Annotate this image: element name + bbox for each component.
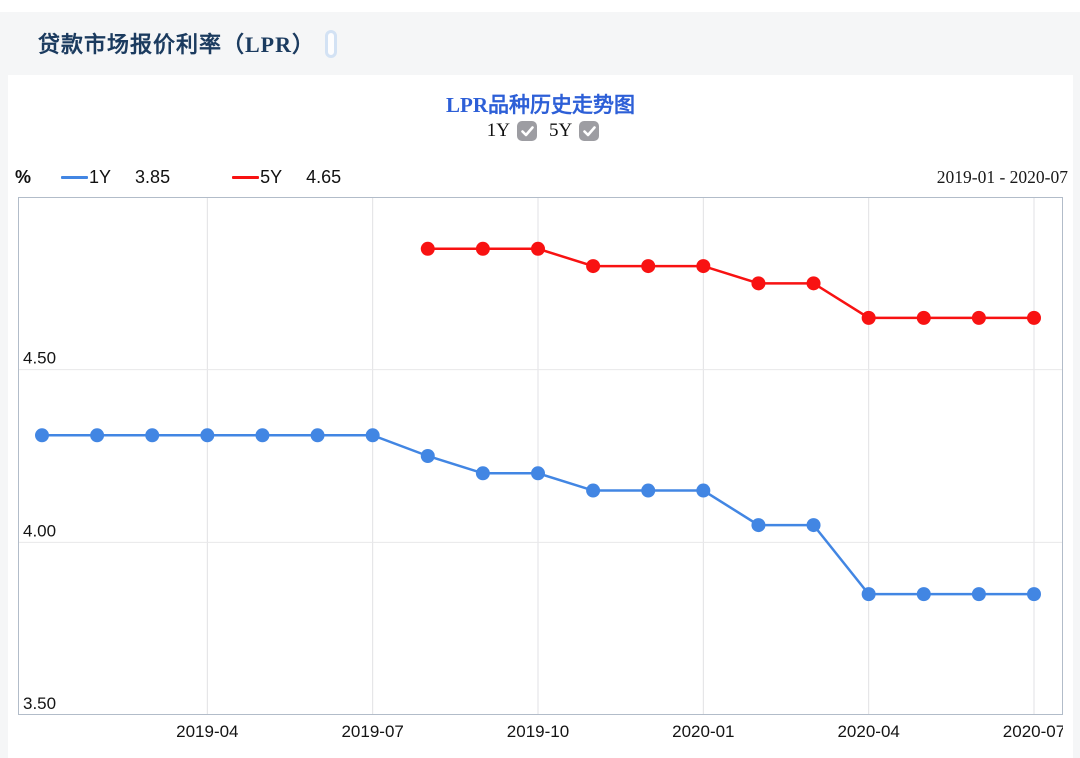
svg-text:2020-01: 2020-01 [672, 722, 734, 741]
legend-item-1y[interactable]: 1Y 3.85 [61, 167, 170, 188]
toggle-checkbox-1y[interactable] [517, 121, 537, 141]
legend-name-5y: 5Y [260, 167, 283, 187]
toggle-label-1y: 1Y [486, 120, 510, 141]
svg-text:2020-07: 2020-07 [1003, 722, 1063, 741]
svg-text:3.50: 3.50 [23, 694, 56, 713]
checkmark-icon [582, 125, 596, 136]
tooltip-badge-icon[interactable] [325, 30, 338, 58]
svg-text:4.00: 4.00 [23, 521, 56, 540]
lpr-chart-svg: 2019-04 2019-07 2019-10 2020-01 2020-04 2020-… [18, 197, 1063, 741]
legend-value-1y: 3.85 [135, 167, 171, 187]
svg-text:2020-04: 2020-04 [837, 722, 899, 741]
toggle-label-5y: 5Y [549, 120, 573, 141]
legend-row: % 1Y 3.85 5Y 4.65 2019-01 - 2020-07 [15, 167, 1071, 188]
series-toggle-row: 1Y 5Y [8, 120, 1073, 142]
legend-name-1y: 1Y [89, 167, 112, 187]
chart-title: LPR品种历史走势图 [446, 93, 635, 117]
page-header: 贷款市场报价利率（LPR） [38, 27, 338, 59]
checkmark-icon [520, 125, 534, 136]
svg-text:2019-10: 2019-10 [507, 722, 569, 741]
legend-value-5y: 4.65 [306, 167, 342, 187]
toggle-checkbox-5y[interactable] [579, 121, 600, 141]
svg-text:4.50: 4.50 [23, 349, 56, 368]
chart-card: LPR品种历史走势图 1Y 5Y % 1Y 3.85 5Y 4.65 2019-… [8, 75, 1073, 758]
legend-item-5y[interactable]: 5Y 4.65 [232, 167, 341, 188]
page-title: 贷款市场报价利率（LPR） [38, 32, 316, 57]
legend-line-swatch-5y [232, 176, 260, 179]
svg-text:2019-04: 2019-04 [176, 722, 238, 741]
date-range-label: 2019-01 - 2020-07 [936, 167, 1068, 187]
top-strip [0, 0, 1080, 12]
legend-line-swatch-1y [61, 176, 89, 179]
svg-text:2019-07: 2019-07 [341, 722, 403, 741]
y-axis-unit-label: % [15, 167, 32, 187]
